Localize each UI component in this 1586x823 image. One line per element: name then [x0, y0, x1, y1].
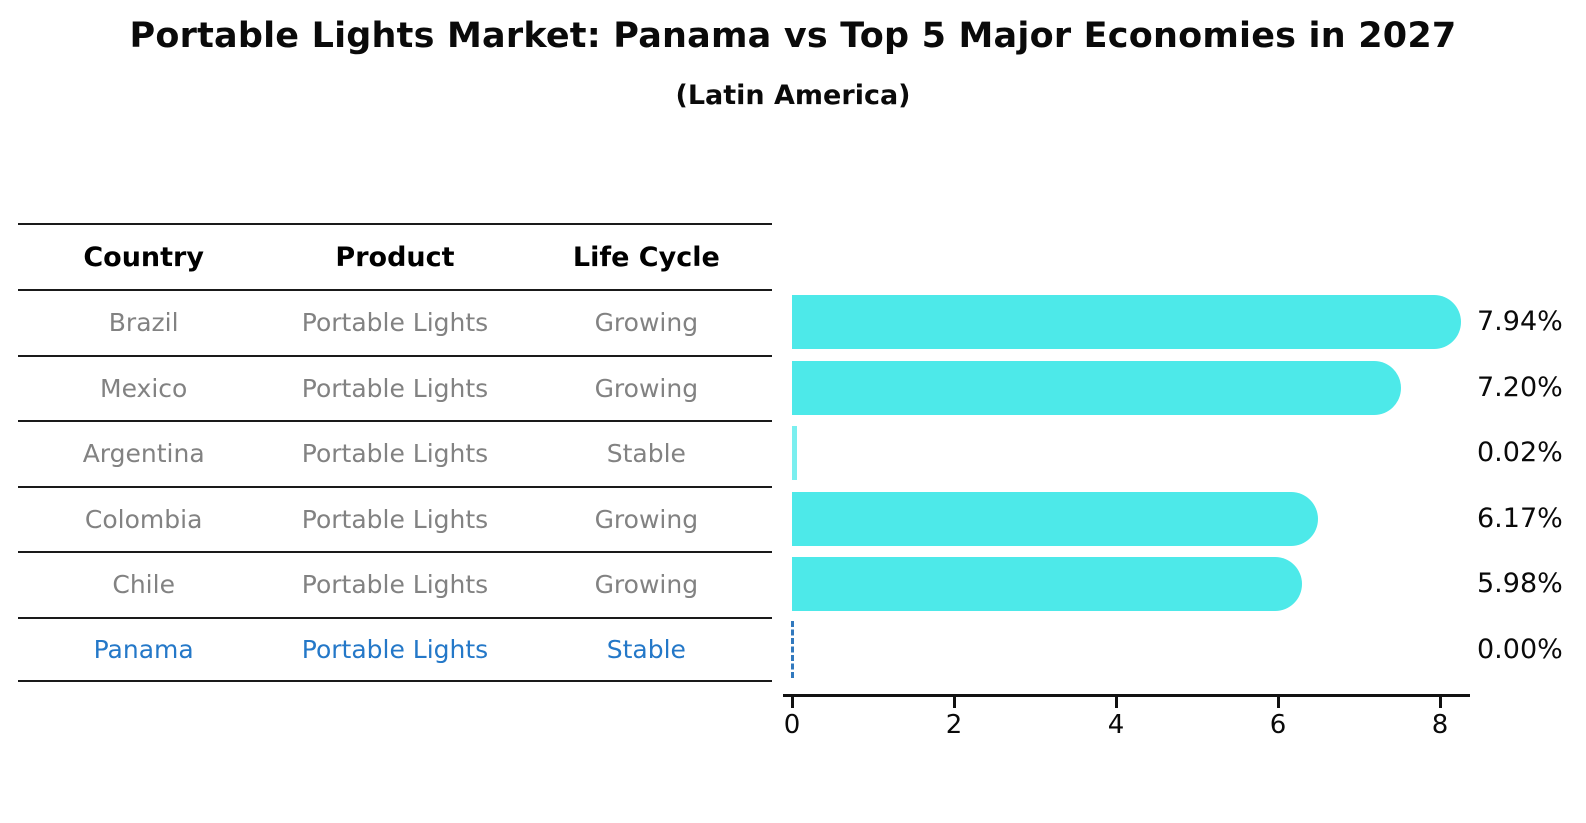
product-cell: Portable Lights — [301, 373, 489, 403]
x-axis-tick-label: 4 — [1107, 710, 1125, 740]
table-row: Colombia Portable Lights Growing — [18, 485, 772, 552]
table-header-row: Country Product Life Cycle — [18, 223, 772, 289]
life-cycle-cell: Growing — [594, 373, 699, 403]
x-axis-tick-label: 2 — [945, 710, 963, 740]
product-cell: Portable Lights — [301, 634, 489, 664]
table-row: Panama Portable Lights Stable — [18, 616, 772, 682]
table-row: Argentina Portable Lights Stable — [18, 420, 772, 486]
country-cell: Brazil — [108, 308, 179, 338]
x-axis-tick — [1276, 694, 1280, 708]
value-label: 7.20% — [1477, 371, 1563, 403]
value-label: 0.02% — [1477, 437, 1563, 468]
x-axis-tick — [1114, 694, 1118, 708]
column-header-life-cycle: Life Cycle — [572, 241, 720, 273]
product-cell: Portable Lights — [301, 308, 489, 338]
life-cycle-cell: Growing — [594, 504, 699, 534]
life-cycle-cell: Growing — [594, 570, 699, 600]
country-cell: Mexico — [100, 373, 188, 403]
x-axis-line — [783, 694, 1470, 697]
x-axis-tick-label: 6 — [1269, 710, 1287, 740]
country-cell: Chile — [112, 570, 175, 600]
bar-chile — [792, 557, 1302, 611]
value-label: 5.98% — [1477, 568, 1563, 599]
country-cell: Panama — [93, 634, 194, 664]
bar-colombia — [792, 491, 1318, 546]
highlight-zero-dashed-line — [791, 621, 794, 678]
value-label: 6.17% — [1477, 502, 1563, 534]
country-cell: Argentina — [82, 439, 205, 469]
table-row: Mexico Portable Lights Growing — [18, 354, 772, 421]
chart-title: Portable Lights Market: Panama vs Top 5 … — [129, 16, 1457, 56]
bar-mexico — [792, 360, 1401, 415]
bar-argentina — [792, 426, 797, 480]
x-axis-tick — [1438, 694, 1442, 708]
table-row: Chile Portable Lights Growing — [18, 551, 772, 617]
column-header-country: Country — [83, 241, 204, 273]
x-axis-tick — [952, 694, 956, 708]
table-row: Brazil Portable Lights Growing — [18, 289, 772, 355]
country-cell: Colombia — [84, 504, 203, 534]
value-label: 7.94% — [1477, 306, 1563, 337]
product-cell: Portable Lights — [301, 439, 489, 469]
life-cycle-cell: Stable — [606, 439, 686, 469]
product-cell: Portable Lights — [301, 504, 489, 534]
country-table: Country Product Life Cycle Brazil Portabl… — [18, 223, 772, 682]
x-axis-tick-label: 0 — [783, 710, 801, 740]
life-cycle-cell: Growing — [594, 308, 699, 338]
x-axis-tick-label: 8 — [1431, 710, 1449, 740]
life-cycle-cell: Stable — [606, 634, 686, 664]
chart-subtitle: (Latin America) — [675, 80, 911, 111]
x-axis-tick — [790, 694, 794, 708]
column-header-product: Product — [335, 241, 455, 273]
bar-brazil — [792, 295, 1461, 349]
product-cell: Portable Lights — [301, 570, 489, 600]
value-label: 0.00% — [1477, 633, 1563, 665]
